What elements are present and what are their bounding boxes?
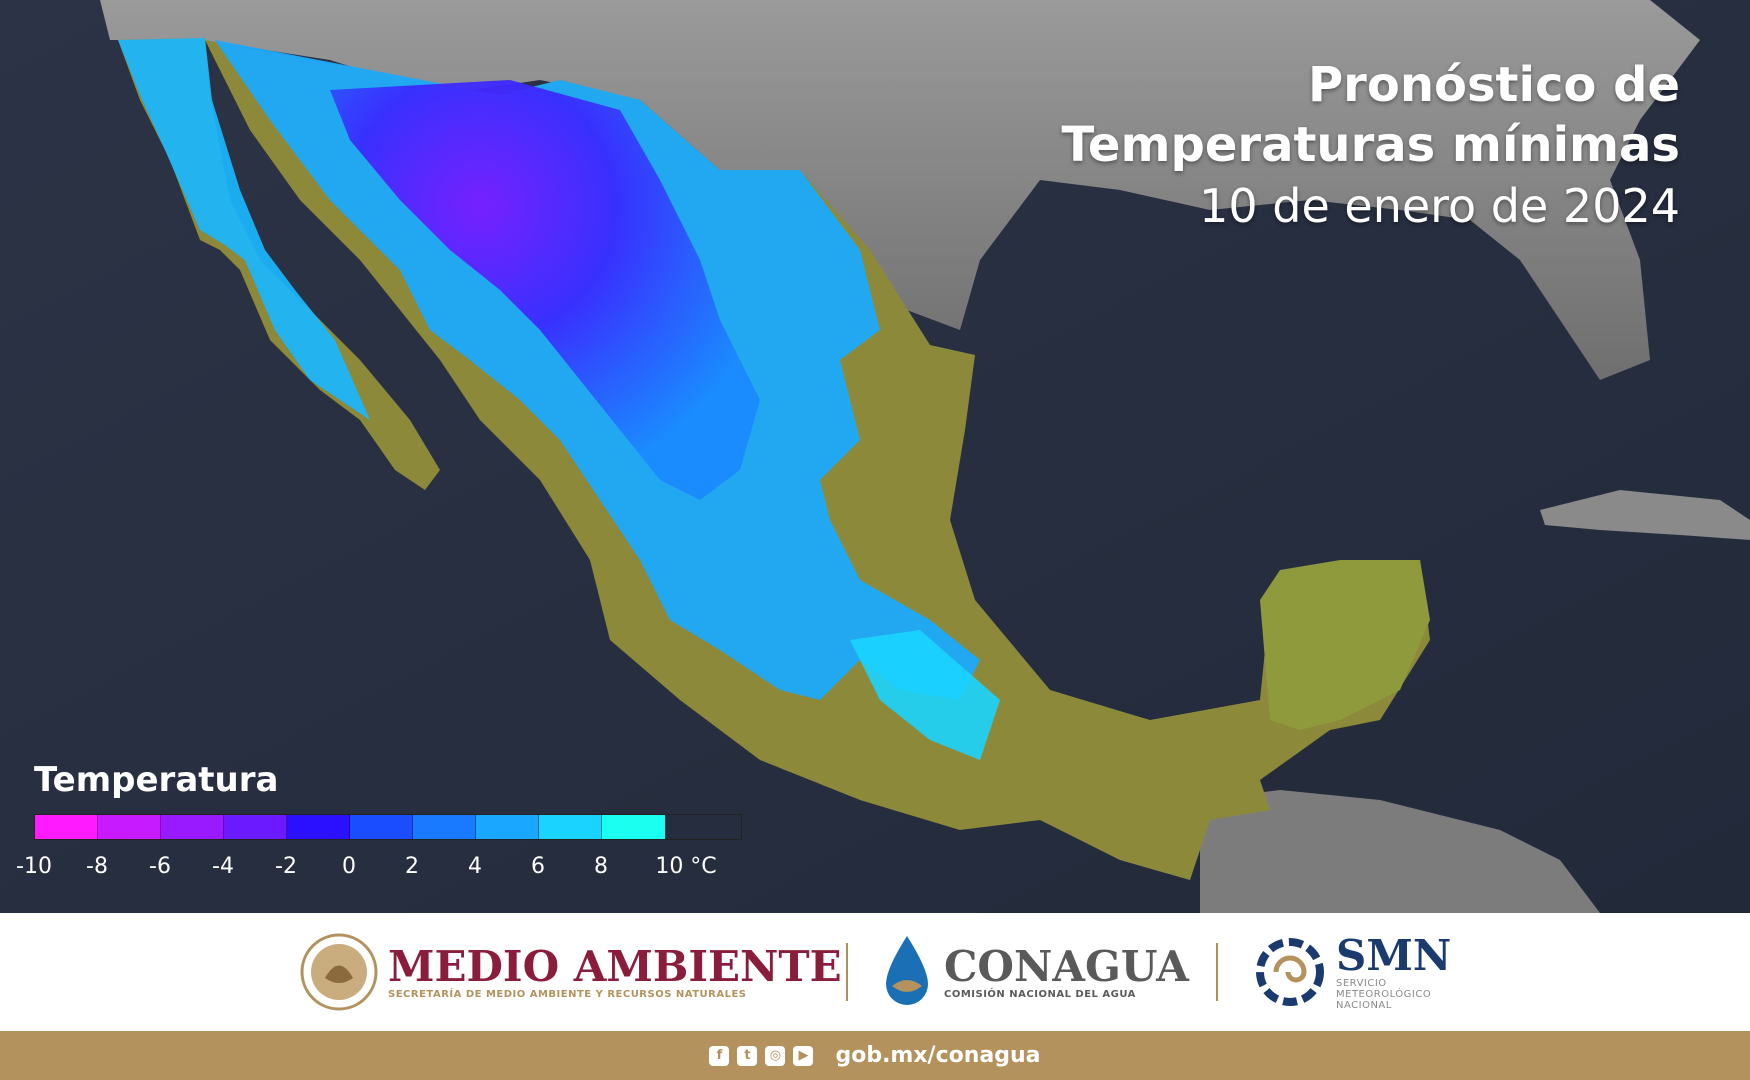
medio-ambiente-logo: MEDIO AMBIENTE SECRETARÍA DE MEDIO AMBIE…	[300, 913, 842, 1031]
legend-tick-label: 6	[531, 854, 545, 879]
legend-tick-label: -6	[149, 854, 171, 879]
smn-sub-1: SERVICIO	[1336, 977, 1387, 989]
conagua-sub: COMISIÓN NACIONAL DEL AGUA	[944, 988, 1136, 1000]
usa-landmass	[100, 0, 1700, 380]
legend-swatch	[224, 815, 287, 839]
legend-swatch	[539, 815, 602, 839]
legend-swatch	[35, 815, 98, 839]
legend-swatch	[161, 815, 224, 839]
legend-tick-label: 0	[342, 854, 356, 879]
title-line-2: Temperaturas mínimas	[1061, 117, 1680, 173]
website-link[interactable]: gob.mx/conagua	[835, 1043, 1041, 1068]
logo-separator	[846, 943, 848, 1001]
cuba-landmass	[1540, 490, 1750, 540]
bottom-bar: f t ◎ ▶ gob.mx/conagua	[0, 1031, 1750, 1080]
cold-region-baja	[118, 38, 370, 420]
map-title: Pronóstico de Temperaturas mínimas 10 de…	[1062, 55, 1680, 237]
title-line-1: Pronóstico de	[1308, 57, 1680, 113]
legend-swatch	[476, 815, 539, 839]
medio-ambiente-name: MEDIO AMBIENTE	[388, 941, 842, 991]
legend-swatch	[98, 815, 161, 839]
legend-swatch	[287, 815, 350, 839]
facebook-icon[interactable]: f	[709, 1045, 730, 1066]
yucatan-landmass	[1260, 560, 1430, 730]
twitter-icon[interactable]: t	[737, 1045, 758, 1066]
conagua-logo: CONAGUA COMISIÓN NACIONAL DEL AGUA	[878, 913, 1189, 1031]
water-drop-icon	[886, 936, 928, 1005]
legend-tick-label: -2	[275, 854, 297, 879]
legend-tick-label: -8	[86, 854, 108, 879]
legend-title: Temperatura	[34, 760, 279, 800]
legend-color-bar	[34, 814, 742, 840]
title-date: 10 de enero de 2024	[1199, 179, 1680, 233]
legend-tick-label: 2	[405, 854, 419, 879]
smn-name: SMN	[1336, 930, 1452, 980]
legend-tick-label: 4	[468, 854, 482, 879]
legend-ticks: -10 -8 -6 -4 -2 0 2 4 6 8 10 °C	[16, 854, 742, 894]
legend-tick-label: 10 °C	[655, 854, 717, 879]
medio-ambiente-sub: SECRETARÍA DE MEDIO AMBIENTE Y RECURSOS …	[388, 988, 747, 1000]
instagram-icon[interactable]: ◎	[765, 1045, 786, 1066]
temperature-legend: Temperatura -10 -8 -6 -4 -2 0 2 4 6 8 10 °C	[16, 760, 742, 894]
legend-tick-label: -4	[212, 854, 234, 879]
logo-separator	[1216, 943, 1218, 1001]
smn-sub-3: NACIONAL	[1336, 999, 1392, 1011]
conagua-name: CONAGUA	[944, 941, 1189, 991]
cold-region-south	[850, 630, 1000, 760]
youtube-icon[interactable]: ▶	[793, 1045, 814, 1066]
footer-logos: MEDIO AMBIENTE SECRETARÍA DE MEDIO AMBIE…	[0, 913, 1750, 1031]
central-america-landmass	[1200, 790, 1600, 913]
temperature-map: Pronóstico de Temperaturas mínimas 10 de…	[0, 0, 1750, 913]
legend-swatch	[350, 815, 413, 839]
mexico-seal-icon	[300, 933, 378, 1011]
legend-tick-label: 8	[594, 854, 608, 879]
coldest-region	[330, 80, 760, 500]
legend-swatch	[413, 815, 476, 839]
smn-spiral-icon	[1256, 938, 1324, 1006]
smn-logo: SMN SERVICIO METEOROLÓGICO NACIONAL	[1250, 913, 1451, 1031]
legend-tick-label: -10	[16, 854, 52, 879]
legend-swatch	[602, 815, 665, 839]
map-canvas	[0, 0, 1750, 913]
smn-sub-2: METEOROLÓGICO	[1336, 988, 1432, 1000]
